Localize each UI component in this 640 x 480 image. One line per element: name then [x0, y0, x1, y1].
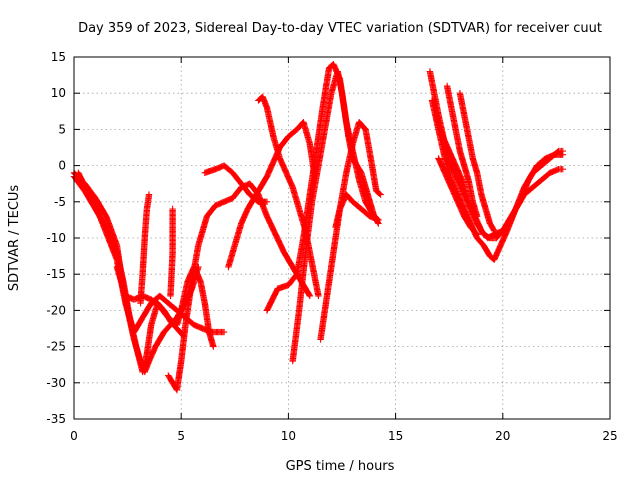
y-tick-label: 5 [58, 122, 66, 136]
series-markers [456, 90, 498, 234]
series-markers [435, 155, 481, 238]
y-tick-label: -15 [46, 267, 66, 281]
y-tick-label: -10 [46, 231, 66, 245]
chart-title: Day 359 of 2023, Sidereal Day-to-day VTE… [78, 21, 602, 36]
series-arc-7 [167, 205, 176, 300]
series-arc-12 [289, 68, 382, 365]
series-arc-13 [317, 119, 384, 343]
x-tick-label: 15 [388, 429, 403, 443]
y-tick-label: 0 [58, 159, 66, 173]
series-arc-5 [137, 191, 153, 307]
y-tick-label: -5 [54, 195, 66, 209]
series-markers [165, 180, 313, 394]
series-arc-17 [433, 111, 566, 242]
series-arc-8 [201, 162, 271, 205]
series-markers [332, 191, 382, 231]
series-markers [317, 119, 384, 343]
y-tick-label: -30 [46, 376, 66, 390]
series-markers [167, 205, 176, 300]
series-arc-19 [456, 90, 498, 234]
x-tick-label: 0 [70, 429, 78, 443]
y-tick-label: -20 [46, 303, 66, 317]
series-arc-14 [332, 191, 382, 231]
x-tick-label: 20 [495, 429, 510, 443]
y-tick-labels: 15 10 5 0 -5 -10 -15 -20 -25 -30 -35 [46, 50, 610, 426]
series-arc-20 [435, 155, 481, 238]
series-arc-18 [443, 82, 481, 220]
series-layer [70, 61, 566, 394]
series-markers [443, 82, 481, 220]
x-tick-label: 5 [177, 429, 185, 443]
y-tick-label: -25 [46, 340, 66, 354]
y-tick-label: -35 [46, 412, 66, 426]
x-tick-label: 25 [602, 429, 617, 443]
series-markers [201, 162, 271, 205]
series-markers [137, 191, 153, 307]
series-arc-6 [165, 180, 313, 394]
x-tick-labels: 0 5 10 15 20 25 [70, 57, 618, 443]
series-markers [433, 111, 566, 242]
series-markers [289, 68, 382, 365]
y-tick-label: 10 [51, 86, 66, 100]
y-tick-label: 15 [51, 50, 66, 64]
x-tick-label: 10 [281, 429, 296, 443]
x-axis-label: GPS time / hours [286, 459, 395, 474]
y-axis-label: SDTVAR / TECUs [7, 185, 22, 292]
